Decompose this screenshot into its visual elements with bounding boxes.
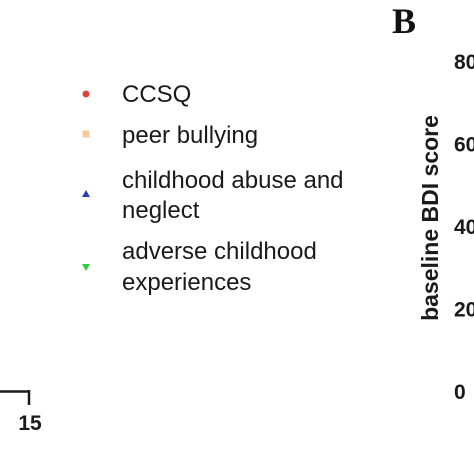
legend-label-line-1: childhood abuse and (122, 167, 344, 194)
y-tick-label: 40 (454, 216, 474, 239)
legend-label: CCSQ (122, 81, 191, 108)
panel-label: B (392, 1, 416, 41)
y-tick-label: 0 (454, 381, 466, 404)
legend-marker-triangle-up (82, 190, 90, 197)
legend-marker-triangle-down (82, 264, 90, 271)
legend-item-ccsq: CCSQ (82, 81, 191, 108)
legend-item-childhood-abuse-and-neglect: childhood abuse and neglect (82, 167, 344, 224)
legend-label: peer bullying (122, 122, 258, 149)
y-tick-label: 80 (454, 51, 474, 74)
legend: CCSQ peer bullying childhood abuse and n… (82, 81, 344, 296)
y-tick-label: 60 (454, 134, 474, 157)
left-panel-x-axis: 15 (0, 390, 42, 435)
y-axis-tick-labels: 80 60 40 20 0 (454, 51, 474, 404)
legend-label-line-2: neglect (122, 197, 200, 224)
y-axis-title: baseline BDI score (417, 115, 443, 321)
legend-item-peer-bullying: peer bullying (82, 122, 258, 149)
x-tick-label: 15 (18, 412, 42, 435)
legend-label-line-2: experiences (122, 269, 251, 296)
legend-marker-circle (82, 90, 90, 98)
legend-marker-square (82, 130, 90, 138)
y-tick-label: 20 (454, 299, 474, 322)
legend-label-line-1: adverse childhood (122, 238, 317, 265)
legend-item-adverse-childhood-experiences: adverse childhood experiences (82, 238, 317, 296)
